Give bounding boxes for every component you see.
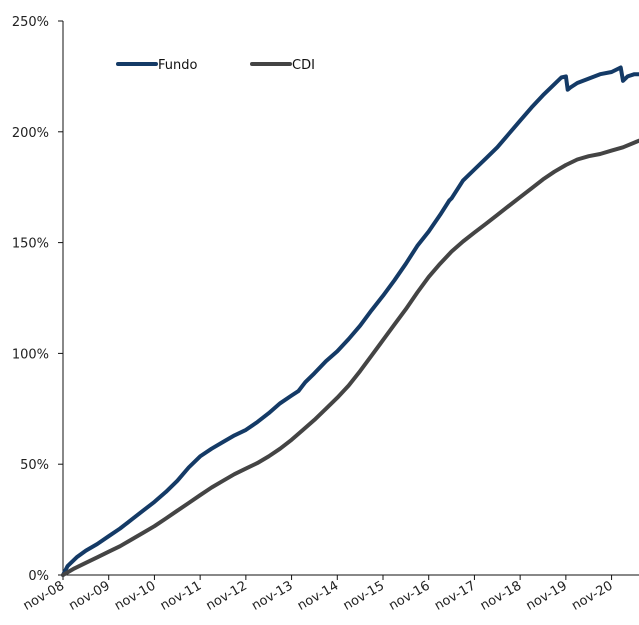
y-tick-label: 0% (28, 569, 49, 584)
x-tick-label: nov-17 (432, 578, 478, 613)
x-tick-label: nov-16 (386, 578, 432, 613)
x-tick-label: nov-18 (478, 578, 524, 613)
series-line-cdi (61, 138, 639, 577)
x-tick-label: nov-12 (204, 578, 250, 613)
y-tick-label: 50% (20, 458, 49, 473)
y-tick-label: 150% (12, 237, 49, 252)
x-tick-label: nov-09 (66, 578, 112, 613)
x-tick-label: nov-11 (158, 578, 204, 613)
legend: Fundo CDI (116, 58, 315, 73)
y-tick-label: 250% (12, 15, 49, 30)
y-tick-label: 100% (12, 347, 49, 362)
x-tick-label: nov-14 (295, 578, 341, 613)
x-tick-label: nov-13 (249, 578, 295, 613)
x-tick-label: nov-15 (341, 578, 387, 613)
y-axis-ticks: 0% 50% 100% 150% 200% 250% (12, 15, 63, 584)
x-axis-ticks: nov-08 nov-09 nov-10 nov-11 nov-12 nov-13 nov-… (21, 575, 616, 614)
x-tick-label: nov-19 (524, 578, 570, 613)
x-tick-label: nov-10 (112, 578, 158, 613)
series-line-fundo (61, 65, 639, 577)
y-tick-label: 200% (12, 126, 49, 141)
x-tick-label: nov-20 (569, 578, 615, 613)
legend-label-fundo: Fundo (158, 58, 197, 73)
series-layer (61, 65, 639, 577)
axes (62, 21, 639, 576)
legend-label-cdi: CDI (292, 58, 315, 73)
